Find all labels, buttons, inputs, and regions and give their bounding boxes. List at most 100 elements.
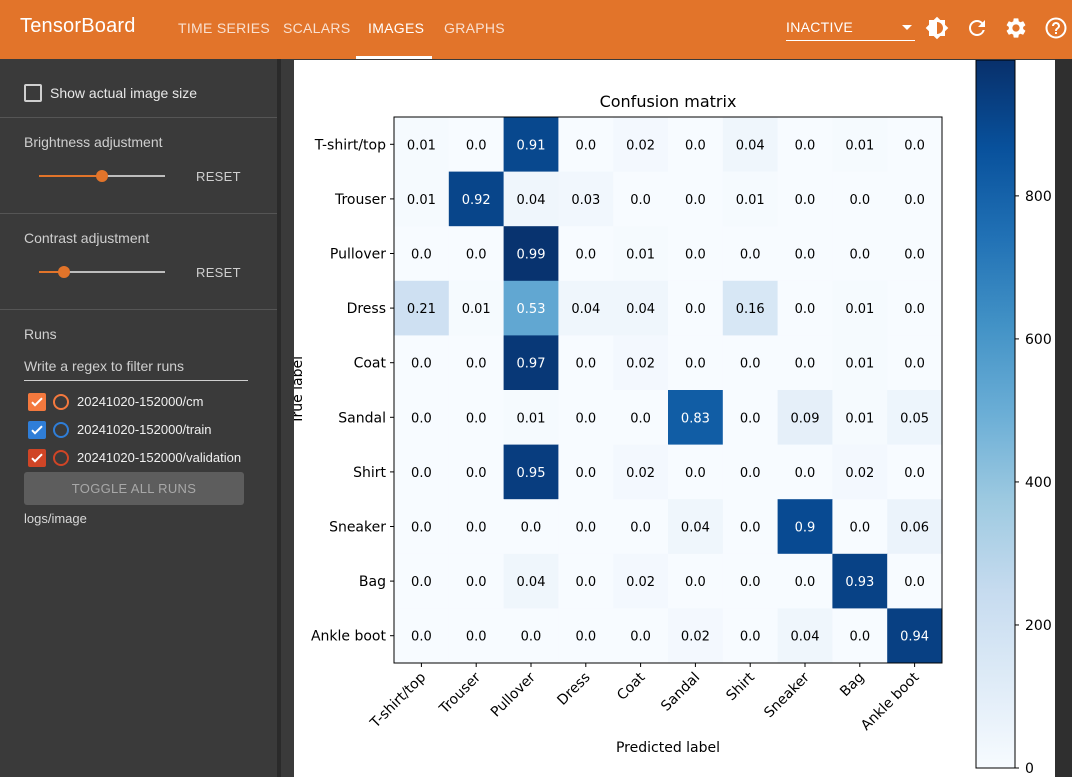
cell-value-label: 0.0 <box>630 521 651 536</box>
cell-value-label: 0.0 <box>795 302 816 317</box>
sidebar-resize-handle[interactable] <box>277 59 281 777</box>
cell-value-label: 0.0 <box>740 630 761 645</box>
cell-value-label: 0.0 <box>740 466 761 481</box>
cell-value-label: 0.04 <box>571 302 600 317</box>
heatmap-cell <box>777 553 833 609</box>
contrast-slider[interactable] <box>39 271 165 273</box>
heatmap-cell <box>887 280 943 336</box>
show-actual-size-checkbox[interactable] <box>24 84 42 102</box>
brightness-icon[interactable] <box>925 16 949 40</box>
cell-value-label: 0.03 <box>571 193 600 208</box>
cell-value-label: 0.0 <box>575 248 596 263</box>
run-color-swatch[interactable] <box>53 422 69 438</box>
cell-value-label: 0.0 <box>904 302 925 317</box>
cell-value-label: 0.04 <box>517 575 546 590</box>
help-icon[interactable] <box>1044 16 1068 40</box>
y-tick-label: Pullover <box>330 247 386 263</box>
cell-value-label: 0.0 <box>795 357 816 372</box>
heatmap-cell <box>558 280 614 336</box>
brightness-reset-button[interactable]: RESET <box>196 169 241 184</box>
x-tick-label: Coat <box>614 669 649 704</box>
run-item[interactable]: 20241020-152000/cm <box>28 392 268 412</box>
cell-value-label: 0.0 <box>795 248 816 263</box>
app-title[interactable]: TensorBoard <box>20 15 136 37</box>
colorbar-tick-label: 200 <box>1025 618 1052 634</box>
run-checkbox[interactable] <box>28 393 46 411</box>
heatmap-cell <box>777 444 833 500</box>
contrast-slider-thumb[interactable] <box>58 266 71 278</box>
cell-value-label: 0.02 <box>845 466 874 481</box>
brightness-label: Brightness adjustment <box>24 134 163 150</box>
heatmap-cell <box>503 280 559 336</box>
heatmap-cell <box>777 117 833 173</box>
heatmap-cell <box>832 444 888 500</box>
heatmap-cell <box>448 444 505 500</box>
heatmap-cell <box>448 335 505 391</box>
heatmap-cell <box>503 226 559 282</box>
cell-value-label: 0.0 <box>411 466 432 481</box>
cell-value-label: 0.0 <box>904 575 925 590</box>
settings-icon[interactable] <box>1004 16 1028 40</box>
runs-filter-input[interactable]: Write a regex to filter runs <box>24 358 248 381</box>
brightness-slider-thumb[interactable] <box>96 170 108 182</box>
cell-value-label: 0.0 <box>904 138 925 153</box>
cell-value-label: 0.02 <box>626 357 655 372</box>
heatmap-cell <box>394 226 450 282</box>
cell-value-label: 0.0 <box>466 357 487 372</box>
tab-graphs[interactable]: GRAPHS <box>444 20 505 36</box>
contrast-reset-button[interactable]: RESET <box>196 265 241 280</box>
cell-value-label: 0.0 <box>849 248 870 263</box>
cell-value-label: 0.0 <box>521 630 542 645</box>
x-tick-label: Dress <box>554 670 593 709</box>
run-name: 20241020-152000/train <box>77 422 212 437</box>
y-tick-label: Trouser <box>334 192 386 208</box>
reload-status-select[interactable]: INACTIVE <box>786 17 915 41</box>
heatmap-cell <box>448 171 505 227</box>
run-checkbox[interactable] <box>28 449 46 467</box>
heatmap-cell <box>722 499 779 555</box>
cell-value-label: 0.0 <box>575 521 596 536</box>
run-item[interactable]: 20241020-152000/train <box>28 420 268 440</box>
x-tick-label: Bag <box>837 670 867 700</box>
heatmap-cell <box>503 335 559 391</box>
x-tick-label: Pullover <box>488 669 539 720</box>
cell-value-label: 0.0 <box>904 466 925 481</box>
tab-time-series[interactable]: TIME SERIES <box>178 20 270 36</box>
colorbar-tick-label: 400 <box>1025 475 1052 491</box>
run-item[interactable]: 20241020-152000/validation <box>28 448 268 468</box>
heatmap-cell <box>394 280 450 336</box>
x-tick-label: T-shirt/top <box>367 669 430 732</box>
heatmap-cell <box>558 390 614 446</box>
run-color-swatch[interactable] <box>53 450 69 466</box>
toggle-all-runs-button[interactable]: TOGGLE ALL RUNS <box>24 472 244 505</box>
cell-value-label: 0.0 <box>411 411 432 426</box>
heatmap-cell <box>777 280 833 336</box>
heatmap-cell <box>503 117 559 173</box>
heatmap-cell <box>448 553 505 609</box>
run-checkbox[interactable] <box>28 421 46 439</box>
heatmap-cell <box>394 444 450 500</box>
heatmap-cell <box>722 608 779 664</box>
heatmap-cell <box>887 117 943 173</box>
cell-value-label: 0.0 <box>630 630 651 645</box>
heatmap-cell <box>668 117 724 173</box>
heatmap-cell <box>668 280 724 336</box>
cell-value-label: 0.01 <box>407 138 436 153</box>
active-tab-indicator <box>356 56 432 59</box>
scrollbar[interactable] <box>1055 59 1072 777</box>
heatmap-cell <box>887 335 943 391</box>
chevron-down-icon <box>902 25 912 30</box>
cell-value-label: 0.01 <box>845 302 874 317</box>
tab-images[interactable]: IMAGES <box>368 20 425 36</box>
cell-value-label: 0.01 <box>845 411 874 426</box>
cell-value-label: 0.0 <box>795 138 816 153</box>
cell-value-label: 0.0 <box>685 575 706 590</box>
run-color-swatch[interactable] <box>53 394 69 410</box>
show-actual-size-label[interactable]: Show actual image size <box>50 85 198 101</box>
cell-value-label: 0.93 <box>845 575 874 590</box>
tab-scalars[interactable]: SCALARS <box>283 20 351 36</box>
cell-value-label: 0.02 <box>626 466 655 481</box>
brightness-slider-fill <box>39 175 102 177</box>
heatmap-cell <box>558 171 614 227</box>
refresh-icon[interactable] <box>965 16 989 40</box>
